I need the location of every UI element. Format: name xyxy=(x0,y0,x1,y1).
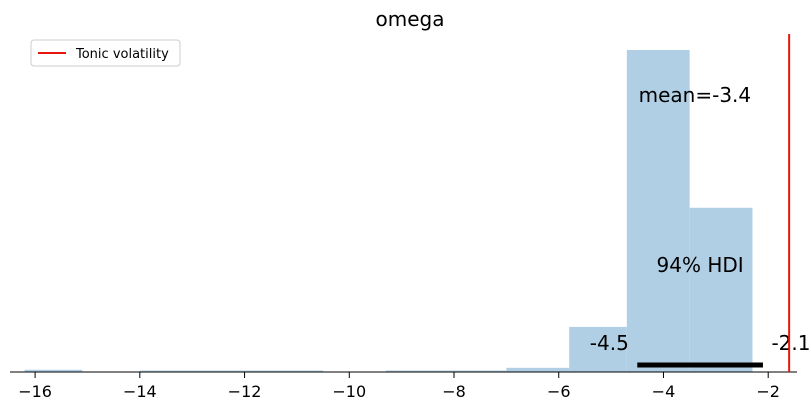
chart-title: omega xyxy=(376,7,445,31)
histogram-bar-11 xyxy=(689,207,753,372)
legend-label: Tonic volatility xyxy=(75,47,169,62)
histogram-bar-7 xyxy=(448,370,507,372)
x-tick-label: −12 xyxy=(228,382,262,401)
legend-box xyxy=(30,39,181,67)
histogram-bar-9 xyxy=(569,326,627,372)
x-tick-label: −6 xyxy=(547,382,571,401)
x-tick-label: −14 xyxy=(123,382,157,401)
histogram-bar-2 xyxy=(139,370,203,372)
hdi-high-label: -2.1 xyxy=(771,331,810,355)
mean-label: mean=-3.4 xyxy=(639,83,752,107)
x-tick-label: −2 xyxy=(756,382,780,401)
histogram-bars xyxy=(24,50,753,372)
x-tick-label: −4 xyxy=(652,382,676,401)
histogram-bar-3 xyxy=(202,370,261,372)
histogram-bar-0 xyxy=(24,369,83,372)
x-tick-label: −10 xyxy=(332,382,366,401)
hdi-label: 94% HDI xyxy=(657,253,744,277)
histogram-bar-6 xyxy=(385,370,449,372)
histogram-bar-10 xyxy=(626,50,690,372)
x-tick-label: −16 xyxy=(18,382,52,401)
hdi-low-label: -4.5 xyxy=(590,331,629,355)
x-tick-label: −8 xyxy=(442,382,466,401)
histogram-bar-4 xyxy=(260,370,324,372)
x-axis-ticks: −16 −14 −12 −10 −8 −6 −4 −2 xyxy=(18,372,780,401)
legend: Tonic volatility xyxy=(30,39,181,67)
histogram-bar-8 xyxy=(506,367,570,372)
